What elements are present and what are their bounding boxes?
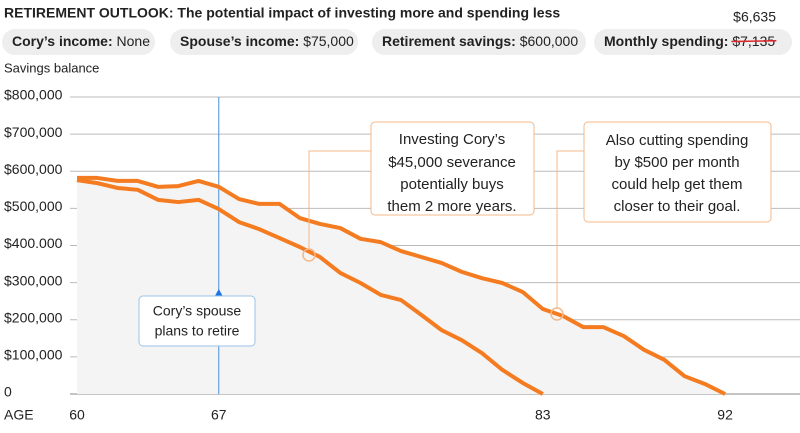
pill-label: Cory’s income: <box>12 33 113 49</box>
annotation-text: them 2 more years. <box>387 198 516 215</box>
annotation-text: closer to their goal. <box>614 198 741 215</box>
pill-text: Cory’s income: None <box>12 33 150 49</box>
annotation-text: by $500 per month <box>614 154 739 171</box>
strike <box>731 39 777 43</box>
pill <box>372 29 586 55</box>
connector <box>308 150 371 249</box>
annotation-box <box>583 121 772 223</box>
y-tick-label: $300,000 <box>4 272 63 288</box>
y-axis-label: Savings balance <box>4 60 99 75</box>
pill-new-value: $6,635 <box>733 9 776 25</box>
pill <box>2 29 155 55</box>
series-line <box>76 178 544 396</box>
y-tick-label: 0 <box>4 384 12 400</box>
annotation-text: $45,000 severance <box>388 154 516 171</box>
pill-text: Spouse’s income: $75,000 <box>180 33 354 49</box>
y-tick-label: $600,000 <box>4 161 63 177</box>
callout-point <box>550 307 564 321</box>
chart-title: RETIREMENT OUTLOOK: The potential impact… <box>4 5 560 21</box>
pill-value: $75,000 <box>303 33 354 49</box>
annotation-box <box>138 295 256 347</box>
x-tick-label: 92 <box>717 407 733 423</box>
y-tick-label: $700,000 <box>4 124 63 140</box>
pill-label: Monthly spending: <box>604 33 728 49</box>
annotation-text: Also cutting spending <box>606 132 749 149</box>
y-tick-label: $500,000 <box>4 198 63 214</box>
annotation-text: Cory’s spouse <box>153 303 242 319</box>
annotation-text: plans to retire <box>155 323 240 339</box>
connector <box>556 150 584 308</box>
x-tick-label: 83 <box>535 407 551 423</box>
pill <box>594 29 792 55</box>
pill <box>170 29 358 55</box>
annotation-text: potentially buys <box>400 176 503 193</box>
y-tick-label: $100,000 <box>4 347 63 363</box>
x-axis-label: AGE <box>4 407 34 423</box>
annotation-text: could help get them <box>612 176 743 193</box>
x-tick-label: 67 <box>211 407 227 423</box>
y-tick-label: $800,000 <box>4 87 63 103</box>
pill-label: Retirement savings: <box>382 33 516 49</box>
series-line <box>77 175 726 396</box>
annotation-box <box>370 121 535 216</box>
callout-point <box>302 248 316 262</box>
pill-value: None <box>117 33 151 49</box>
pill-label: Spouse’s income: <box>180 33 299 49</box>
x-tick-label: 60 <box>69 407 85 423</box>
y-tick-label: $200,000 <box>4 309 63 325</box>
annotation-text: Investing Cory’s <box>399 131 505 148</box>
pill-text: Retirement savings: $600,000 <box>382 33 578 49</box>
pill-value: $600,000 <box>520 33 579 49</box>
y-tick-label: $400.000 <box>4 235 63 251</box>
